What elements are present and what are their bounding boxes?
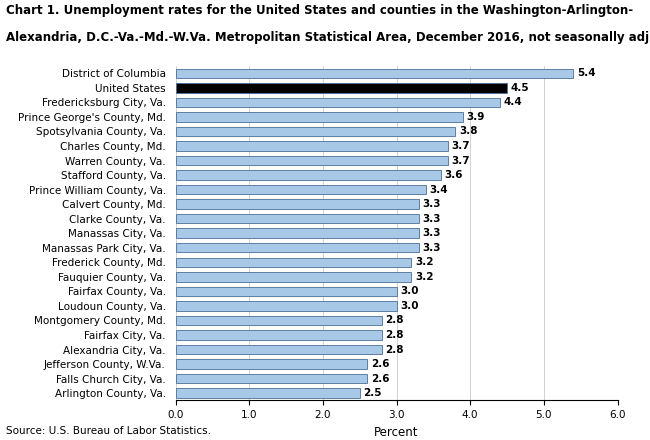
- Text: 3.8: 3.8: [459, 126, 478, 136]
- Bar: [176, 359, 367, 369]
- Bar: [176, 345, 382, 354]
- Bar: [176, 112, 463, 121]
- Bar: [176, 389, 359, 398]
- Text: 3.0: 3.0: [400, 286, 419, 297]
- Bar: [176, 127, 456, 136]
- Text: 2.5: 2.5: [363, 388, 382, 398]
- Text: 3.9: 3.9: [467, 112, 485, 122]
- Bar: [176, 199, 419, 209]
- Bar: [176, 301, 396, 311]
- Bar: [176, 374, 367, 383]
- Bar: [176, 156, 448, 165]
- Bar: [176, 316, 382, 325]
- Text: Alexandria, D.C.-Va.-Md.-W.Va. Metropolitan Statistical Area, December 2016, not: Alexandria, D.C.-Va.-Md.-W.Va. Metropoli…: [6, 31, 650, 44]
- Text: 2.6: 2.6: [370, 359, 389, 369]
- X-axis label: Percent: Percent: [374, 425, 419, 439]
- Text: 2.8: 2.8: [385, 315, 404, 326]
- Bar: [176, 83, 507, 92]
- Text: 3.7: 3.7: [452, 155, 471, 165]
- Bar: [176, 98, 500, 107]
- Bar: [176, 170, 441, 180]
- Text: 3.7: 3.7: [452, 141, 471, 151]
- Text: 3.3: 3.3: [422, 214, 441, 224]
- Bar: [176, 69, 573, 78]
- Text: 3.3: 3.3: [422, 199, 441, 209]
- Text: 3.4: 3.4: [430, 185, 448, 194]
- Text: 2.6: 2.6: [370, 374, 389, 384]
- Text: 3.3: 3.3: [422, 243, 441, 253]
- Bar: [176, 257, 411, 267]
- Bar: [176, 286, 396, 296]
- Text: 4.5: 4.5: [511, 83, 529, 93]
- Bar: [176, 141, 448, 150]
- Bar: [176, 185, 426, 194]
- Text: 3.3: 3.3: [422, 228, 441, 238]
- Text: 2.8: 2.8: [385, 345, 404, 355]
- Text: Chart 1. Unemployment rates for the United States and counties in the Washington: Chart 1. Unemployment rates for the Unit…: [6, 4, 634, 18]
- Text: 3.2: 3.2: [415, 257, 434, 267]
- Text: 3.6: 3.6: [445, 170, 463, 180]
- Text: 2.8: 2.8: [385, 330, 404, 340]
- Text: Source: U.S. Bureau of Labor Statistics.: Source: U.S. Bureau of Labor Statistics.: [6, 425, 211, 436]
- Bar: [176, 214, 419, 224]
- Text: 3.0: 3.0: [400, 301, 419, 311]
- Bar: [176, 228, 419, 238]
- Text: 5.4: 5.4: [577, 68, 595, 78]
- Bar: [176, 272, 411, 282]
- Text: 3.2: 3.2: [415, 272, 434, 282]
- Bar: [176, 330, 382, 340]
- Text: 4.4: 4.4: [503, 97, 522, 107]
- Bar: [176, 243, 419, 253]
